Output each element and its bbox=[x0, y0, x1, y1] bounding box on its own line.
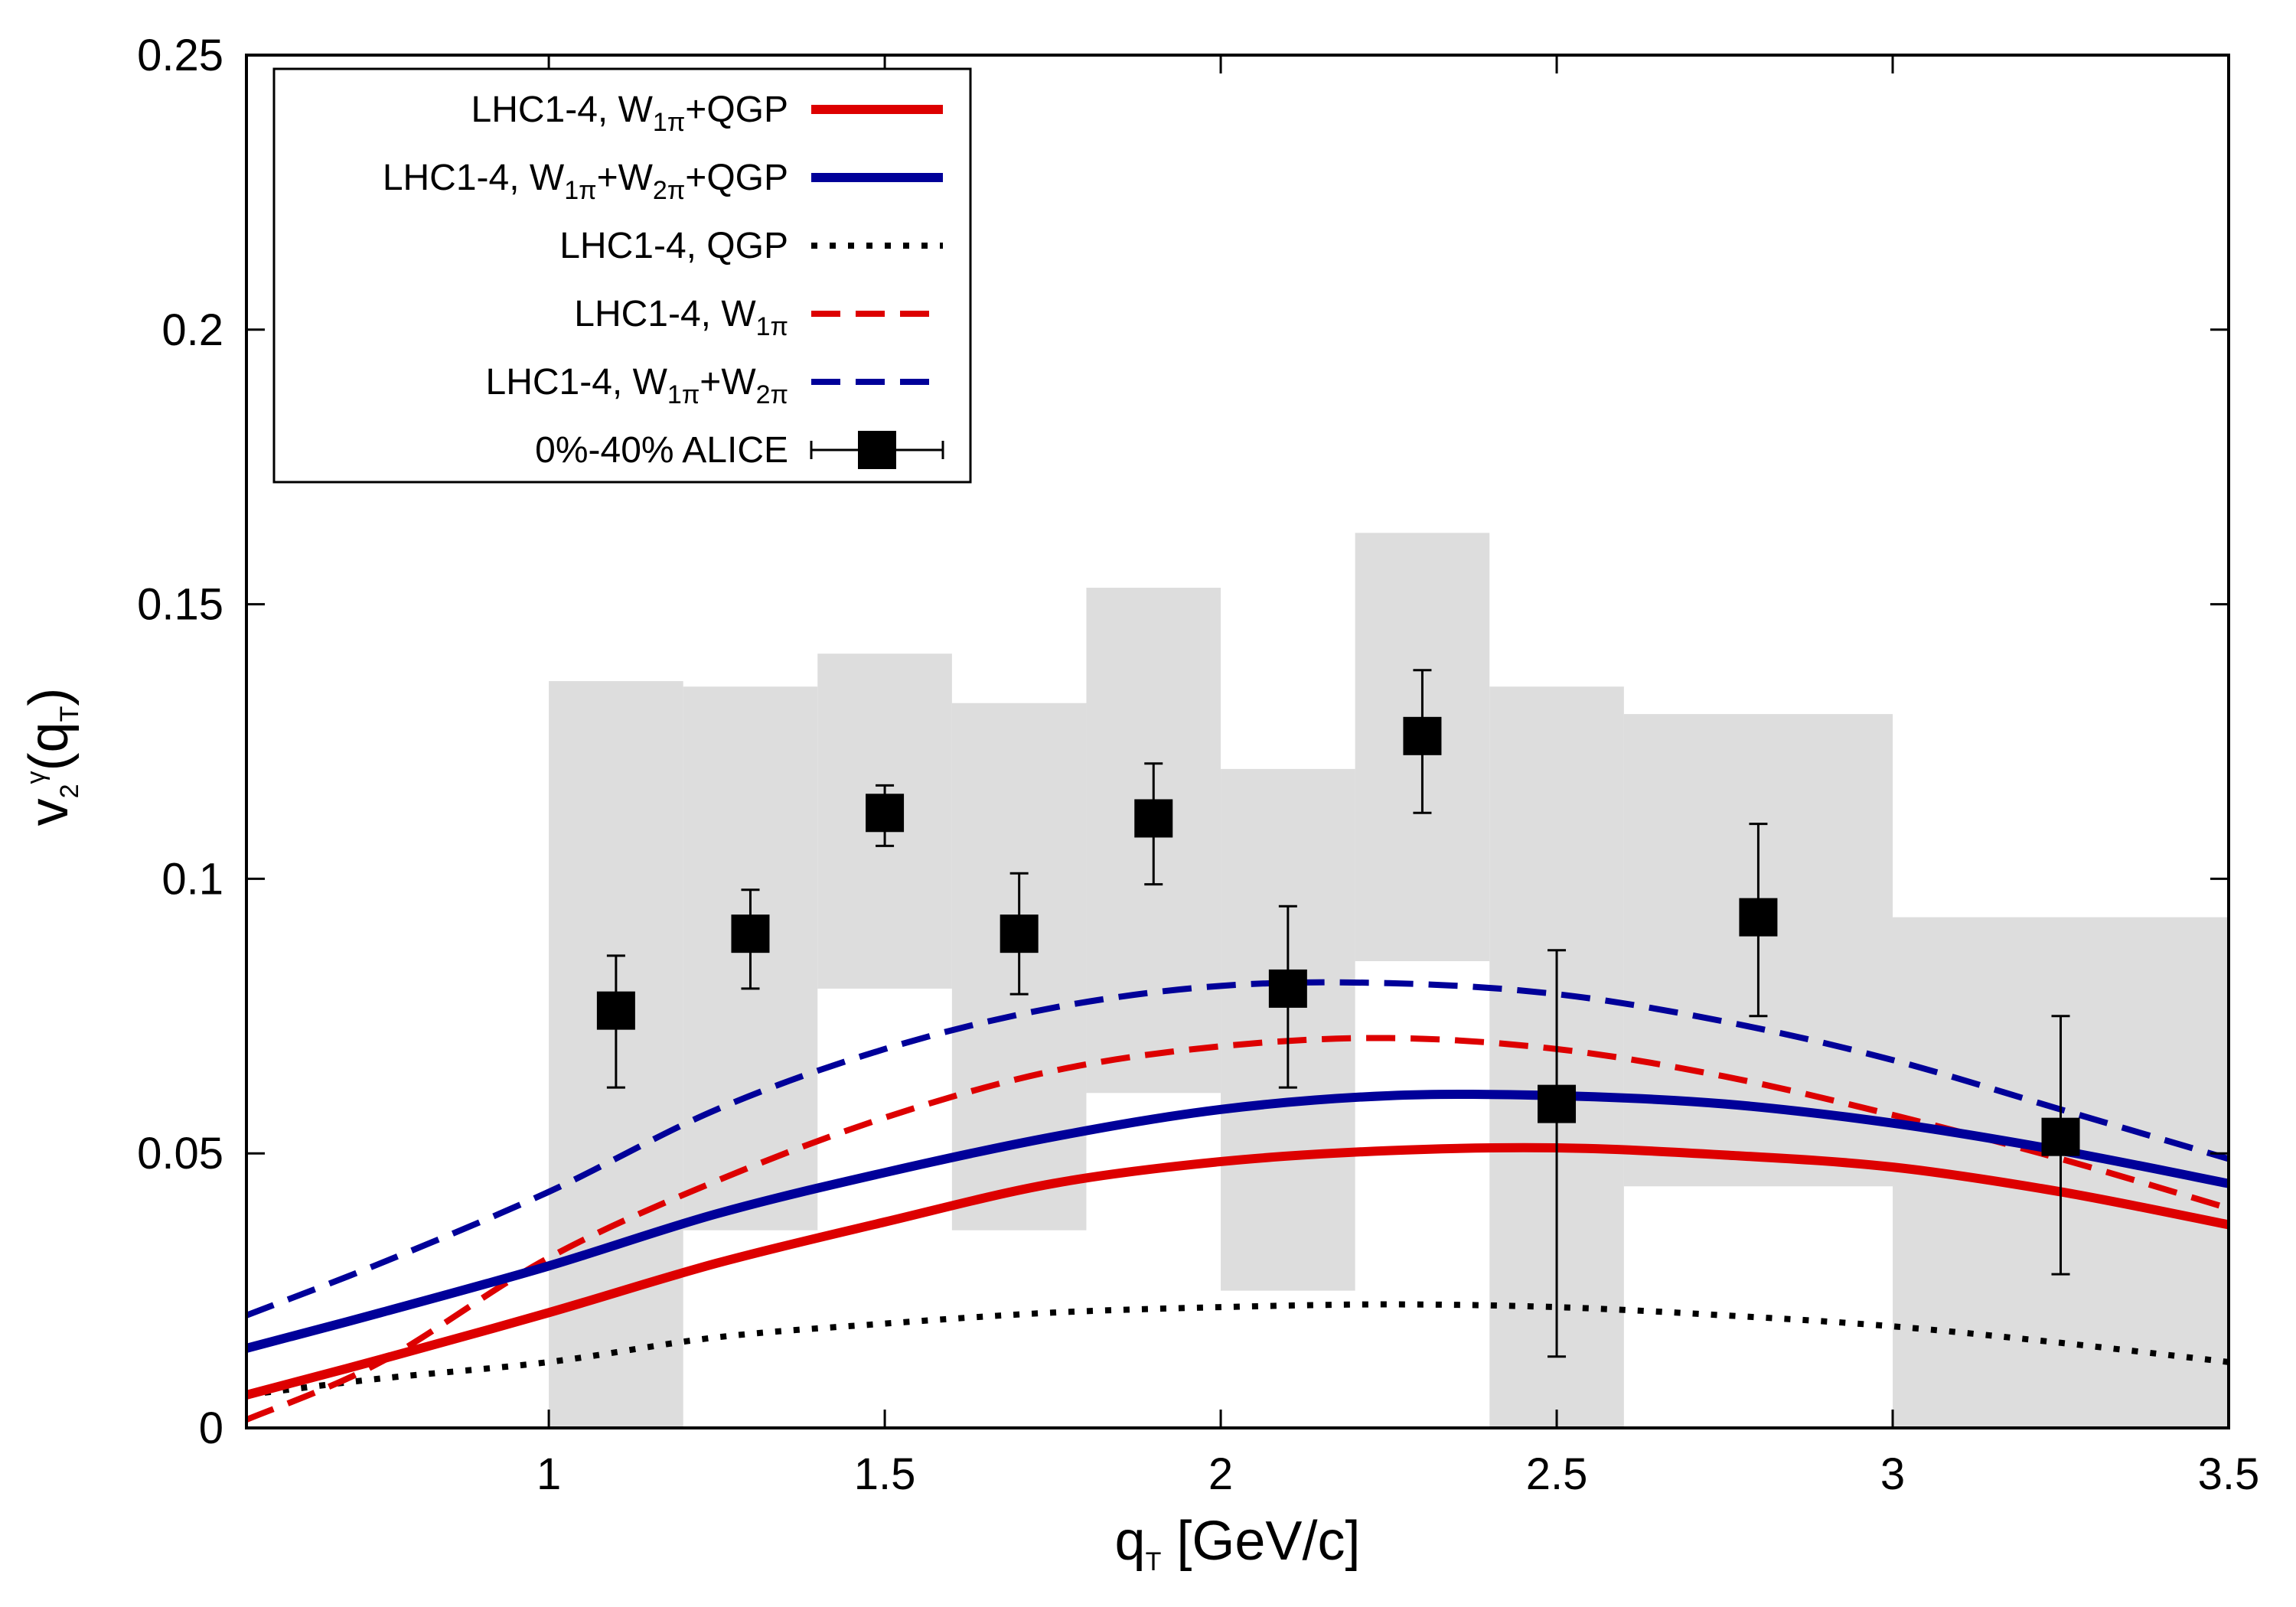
data-point bbox=[1268, 905, 1307, 1089]
square-marker bbox=[731, 914, 770, 953]
curve-lhc1-4-w1-w2 bbox=[245, 979, 2230, 1319]
data-point bbox=[1739, 823, 1778, 1018]
model-curves bbox=[245, 979, 2230, 1423]
legend-square-marker bbox=[858, 431, 896, 469]
y-tick-label: 0.2 bbox=[161, 305, 223, 355]
data-point bbox=[2041, 1015, 2080, 1276]
square-marker bbox=[1134, 799, 1173, 838]
x-tick-label: 1 bbox=[536, 1449, 561, 1499]
y-tick-label: 0.25 bbox=[137, 31, 223, 80]
data-point bbox=[731, 888, 770, 990]
x-tick-label: 1.5 bbox=[854, 1449, 916, 1499]
data-point bbox=[1538, 949, 1577, 1358]
y-tick-label: 0.05 bbox=[137, 1129, 223, 1178]
y-axis: 0 0.05 0.1 0.15 0.2 0.25 bbox=[137, 31, 2229, 1453]
alice-data-points bbox=[596, 669, 2080, 1358]
legend-label: LHC1-4, W1π bbox=[574, 294, 788, 341]
legend-box bbox=[272, 67, 972, 484]
square-marker bbox=[2041, 1117, 2080, 1156]
x-tick-label: 3 bbox=[1880, 1449, 1905, 1499]
legend-label: LHC1-4, QGP bbox=[559, 226, 788, 266]
data-point bbox=[1403, 669, 1442, 814]
y-tick-label: 0 bbox=[199, 1403, 223, 1453]
legend-label: LHC1-4, W1π+W2π bbox=[486, 362, 788, 409]
square-marker bbox=[1538, 1084, 1577, 1123]
curve-lhc1-4-w1-qgp bbox=[245, 1143, 2230, 1400]
legend-label: LHC1-4, W1π+W2π+QGP bbox=[383, 158, 788, 205]
curve-lhc1-4-w1-w2-qgp bbox=[245, 1090, 2230, 1353]
data-point bbox=[1134, 762, 1173, 886]
data-point bbox=[1000, 872, 1039, 996]
curve-lhc1-4-qgp bbox=[246, 1301, 2229, 1398]
y-tick-label: 0.1 bbox=[161, 854, 223, 904]
x-tick-label: 2.5 bbox=[1526, 1449, 1588, 1499]
legend-label: 0%-40% ALICE bbox=[535, 430, 788, 471]
square-marker bbox=[866, 794, 905, 833]
x-axis: 1 1.5 2 2.5 3 3.5 bbox=[536, 55, 2259, 1499]
x-tick-label: 3.5 bbox=[2198, 1449, 2260, 1499]
x-axis-title: qT [GeV/c] bbox=[1115, 1511, 1361, 1576]
square-marker bbox=[1403, 716, 1442, 755]
square-marker bbox=[596, 991, 635, 1030]
data-point bbox=[596, 954, 635, 1089]
square-marker bbox=[1000, 914, 1039, 953]
square-marker bbox=[1739, 898, 1778, 937]
square-marker bbox=[1268, 969, 1307, 1008]
y-tick-label: 0.15 bbox=[137, 580, 223, 630]
legend-label: LHC1-4, W1π+QGP bbox=[471, 90, 788, 137]
y-axis-title: v2γ(qT) bbox=[18, 688, 84, 826]
curve-lhc1-4-w1 bbox=[245, 1035, 2230, 1423]
data-point bbox=[866, 784, 905, 847]
x-tick-label: 2 bbox=[1208, 1449, 1233, 1499]
plot-frame bbox=[245, 54, 2230, 1429]
legend: LHC1-4, W1π+QGP LHC1-4, W1π+W2π+QGP LHC1-4… bbox=[272, 67, 972, 484]
